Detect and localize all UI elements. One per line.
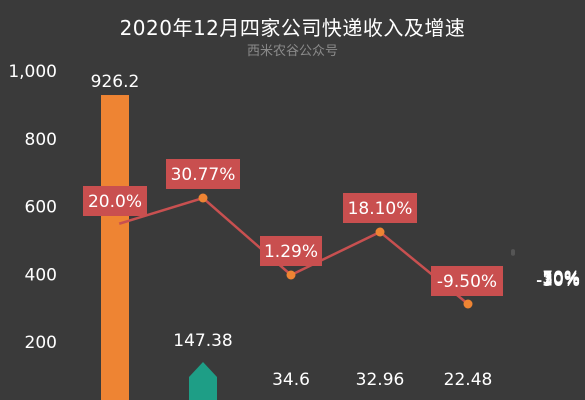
- bar-value-label-3: 32.96: [356, 370, 405, 390]
- right-tick-label-1: -10%: [536, 270, 580, 290]
- growth-label-2: 1.29%: [264, 242, 318, 262]
- growth-point-2: [286, 270, 296, 280]
- right-tick-label-5: 70%: [542, 268, 580, 288]
- growth-label-3: 18.10%: [348, 199, 413, 219]
- left-tick-label-1: 400: [25, 265, 57, 285]
- growth-label-box-4: [431, 266, 503, 296]
- bar-value-label-4: 22.48: [444, 370, 493, 390]
- growth-point-3: [375, 227, 385, 237]
- watermark: 西米农谷公众号: [246, 44, 338, 59]
- bar-0: [101, 95, 129, 400]
- right-tick-label-2: 10%: [542, 270, 580, 290]
- growth-point-4: [463, 299, 473, 309]
- left-tick-label-4: 1,000: [8, 62, 57, 82]
- bar-value-label-0: 926.2: [91, 72, 140, 92]
- left-tick-label-0: 200: [25, 333, 57, 353]
- growth-label-1: 30.77%: [171, 165, 236, 185]
- chart-title: 2020年12月四家公司快递收入及增速: [119, 16, 466, 40]
- growth-label-box-0: [83, 186, 147, 216]
- right-tick-label-0: -30%: [536, 271, 580, 291]
- growth-label-box-3: [343, 193, 417, 223]
- bar-1: [189, 362, 217, 400]
- bar-value-label-2: 34.6: [272, 370, 310, 390]
- growth-point-0: [110, 220, 120, 230]
- bar-value-label-1: 147.38: [173, 331, 232, 351]
- right-tick-label-3: 30%: [542, 269, 580, 289]
- right-tick-label-4: 50%: [542, 269, 580, 289]
- growth-label-0: 20.0%: [88, 192, 142, 212]
- grid-dot-5: [511, 249, 515, 254]
- growth-point-1: [198, 193, 208, 203]
- left-tick-label-2: 600: [25, 198, 57, 218]
- growth-label-box-1: [166, 159, 240, 189]
- growth-label-4: -9.50%: [437, 272, 497, 292]
- left-tick-label-3: 800: [25, 130, 57, 150]
- growth-label-box-2: [260, 236, 322, 266]
